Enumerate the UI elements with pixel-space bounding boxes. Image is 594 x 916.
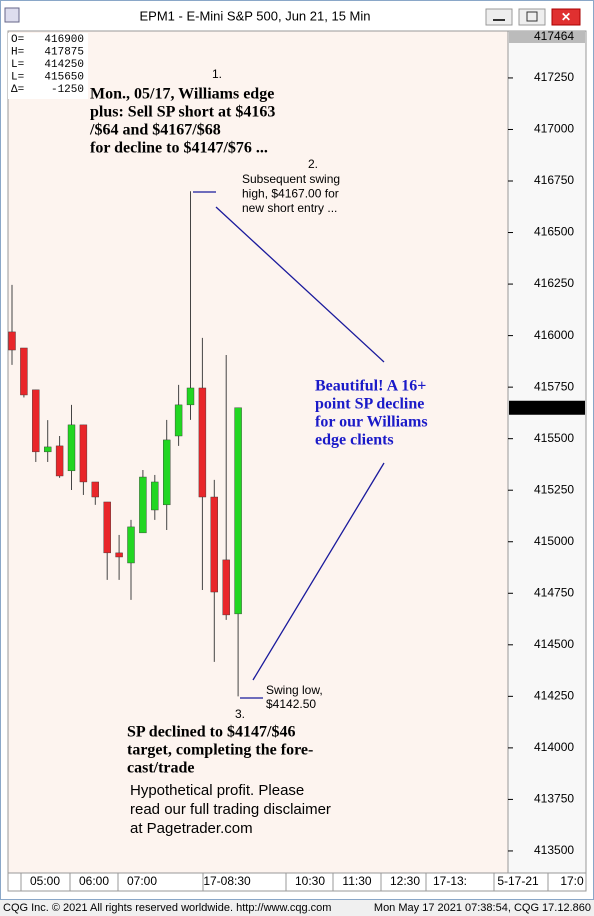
swing-low-text: Swing low, [266,683,323,697]
stat-value: -1250 [51,84,84,96]
app-icon [4,7,20,23]
candle-body [234,407,242,615]
candle-body [44,446,52,453]
footer-right: Mon May 17 2021 07:38:54, CQG 17.12.860 [374,902,591,914]
forecast-text: /$64 and $4167/$68 [89,122,221,139]
y-tick-label: 413750 [534,792,574,806]
disclaimer-text: at Pagetrader.com [130,820,253,837]
window-title: EPM1 - E-Mini S&P 500, Jun 21, 15 Min [140,8,371,23]
last-price-badge [509,400,585,415]
close-button[interactable] [551,8,581,26]
swing-high-text: Subsequent swing [242,172,340,186]
candle-body [20,347,28,396]
x-tick-label: 17:0 [560,874,584,888]
x-tick-label: 07:00 [127,874,157,888]
x-tick-label: 06:00 [79,874,109,888]
stat-label: H= [11,46,24,58]
target-text: SP declined to $4147/$46 [127,724,295,741]
stat-value: 414250 [44,59,84,71]
candle-body [8,331,16,351]
stat-label: Δ= [11,84,24,96]
footer-left: CQG Inc. © 2021 All rights reserved worl… [3,902,331,914]
x-tick-label: 05:00 [30,874,60,888]
stat-value: 416900 [44,34,84,46]
result-text: point SP decline [315,396,424,413]
y-tick-label: 417250 [534,70,574,84]
note-number: 3. [235,707,245,721]
target-text: target, completing the fore- [127,742,313,759]
candle-body [127,526,135,564]
annotation-lines [193,191,385,699]
stat-value: 415650 [44,71,84,83]
y-tick-label: 416500 [534,225,574,239]
x-tick-label: 11:30 [342,874,371,888]
candle-body [139,476,147,534]
note-number: 2. [308,157,318,171]
y-tick-label: 416000 [534,328,574,342]
x-tick-label: 17-13: [433,874,467,888]
target-text: cast/trade [127,760,195,777]
candle-body [55,445,64,477]
stat-label: O= [11,34,24,46]
y-tick-label: 414250 [534,689,574,703]
maximize-icon [526,11,538,22]
y-tick-label: 414750 [534,585,574,599]
x-tick-label: 5-17-21 [497,874,539,888]
close-icon: ✕ [561,10,571,24]
minimize-button[interactable] [485,8,513,26]
result-text: Beautiful! A 16+ [315,378,426,395]
forecast-text: for decline to $4147/$76 ... [90,140,268,157]
note-number: 1. [212,67,222,81]
stat-value: 417875 [44,46,84,58]
y-tick-label: 415250 [534,482,574,496]
disclaimer-text: read our full trading disclaimer [130,801,331,818]
candle-body [79,424,88,483]
y-tick-label: 416250 [534,276,574,290]
candle-body [210,496,219,593]
last-price-label: 415650 [534,400,574,414]
candle-body [32,389,40,453]
candle-body [222,559,230,616]
result-text: for our Williams [315,414,428,431]
candle-body [91,481,100,498]
candle-body [186,387,195,406]
x-tick-label: 10:30 [295,874,325,888]
swing-high-text: new short entry ... [242,201,337,215]
top-price-badge [509,31,585,43]
candle-body [174,404,183,437]
stat-label: L= [11,71,24,83]
y-tick-label: 416750 [534,173,574,187]
y-tick-label: 414000 [534,740,574,754]
top-price-label: 417464 [534,29,574,43]
candle-body [198,387,207,498]
maximize-button[interactable] [518,8,546,26]
price-axis [507,30,587,874]
y-tick-label: 417000 [534,122,574,136]
y-tick-label: 413500 [534,843,574,857]
disclaimer-text: Hypothetical profit. Please [130,782,304,799]
y-tick-label: 415500 [534,431,574,445]
arrow-line [252,462,385,681]
result-text: edge clients [315,432,394,449]
y-tick-label: 414500 [534,637,574,651]
y-tick-label: 415000 [534,534,574,548]
y-tick-label: 415750 [534,379,574,393]
arrow-line [215,206,385,363]
x-tick-label: 12:30 [390,874,420,888]
stats-box [8,33,88,99]
forecast-text: Mon., 05/17, Williams edge [90,86,274,103]
candle-body [151,481,159,511]
x-tick-label: 17-08:30 [203,874,251,888]
candle-body [103,501,111,554]
candle-body [162,439,171,506]
candle-body [115,552,123,558]
stat-label: L= [11,59,24,71]
time-axis [7,872,587,892]
forecast-text: plus: Sell SP short at $4163 [90,104,275,121]
swing-low-text: $4142.50 [266,697,316,711]
swing-high-text: high, $4167.00 for [242,187,339,201]
candle-body [67,424,76,472]
plot-area [7,30,509,874]
